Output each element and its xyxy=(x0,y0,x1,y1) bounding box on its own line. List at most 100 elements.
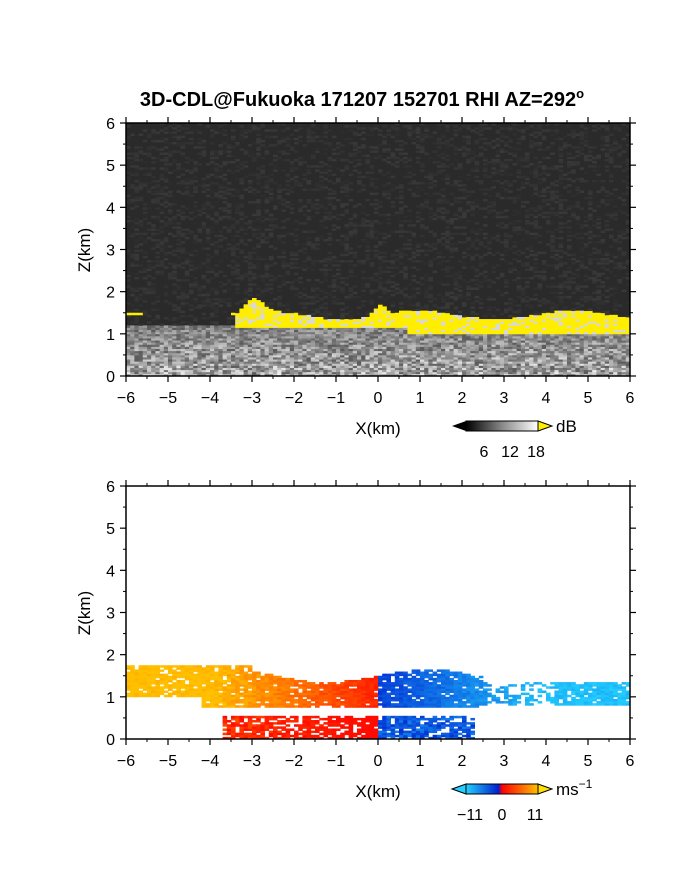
top-cell xyxy=(382,135,387,139)
top-cell xyxy=(319,304,324,307)
top-cell xyxy=(256,316,261,320)
top-cell xyxy=(470,255,475,259)
top-cell xyxy=(491,367,496,371)
top-cell xyxy=(180,365,186,368)
top-cell xyxy=(273,279,278,282)
top-cell xyxy=(134,173,139,177)
top-cell xyxy=(365,285,370,288)
top-cell xyxy=(205,203,211,206)
top-cell xyxy=(319,297,324,301)
top-cell xyxy=(243,165,249,168)
top-cell xyxy=(483,367,488,371)
top-cell xyxy=(449,163,454,166)
top-cell xyxy=(382,270,387,274)
top-cell xyxy=(403,236,408,240)
top-cell xyxy=(411,314,417,318)
top-cell xyxy=(138,133,144,137)
top-cell xyxy=(336,260,341,263)
top-cell xyxy=(378,169,383,172)
top-cell xyxy=(226,371,232,375)
top-cell xyxy=(201,304,207,307)
top-cell xyxy=(310,331,316,335)
top-cell xyxy=(436,325,442,328)
top-cell xyxy=(226,211,232,215)
top-cell xyxy=(453,363,459,366)
top-cell xyxy=(222,160,228,164)
top-cell xyxy=(378,354,383,358)
top-cell xyxy=(310,361,316,364)
top-cell xyxy=(420,226,425,229)
top-cell xyxy=(151,325,156,328)
top-cell xyxy=(134,344,139,347)
top-cell xyxy=(453,369,459,373)
top-cell xyxy=(445,342,450,345)
top-cell xyxy=(394,357,400,360)
top-cell xyxy=(281,169,286,172)
top-cell xyxy=(159,264,165,267)
top-cell xyxy=(390,281,396,284)
top-cell xyxy=(407,219,412,223)
top-cell xyxy=(403,175,408,179)
top-cell xyxy=(424,321,429,324)
top-cell xyxy=(176,359,181,362)
top-cell xyxy=(336,226,341,229)
top-cell xyxy=(445,158,450,162)
top-cell xyxy=(378,213,383,217)
top-cell xyxy=(197,184,202,187)
top-cell xyxy=(340,354,345,358)
top-cell xyxy=(378,325,383,328)
top-cell xyxy=(247,319,253,322)
top-cell xyxy=(172,369,177,373)
top-cell xyxy=(163,338,169,341)
top-cell xyxy=(373,369,379,373)
top-cell xyxy=(176,297,181,301)
top-cell xyxy=(466,359,471,362)
top-cell xyxy=(214,131,219,134)
top-cell xyxy=(357,338,362,341)
top-cell xyxy=(453,338,459,341)
top-cell xyxy=(483,253,488,257)
top-cell xyxy=(134,373,139,376)
top-cell xyxy=(239,342,244,345)
top-cell xyxy=(365,253,370,257)
top-cell xyxy=(403,344,408,347)
top-cell xyxy=(319,234,324,238)
top-cell xyxy=(298,367,303,371)
top-cell xyxy=(428,327,433,331)
top-cell xyxy=(336,365,341,368)
top-cell xyxy=(382,150,387,153)
top-cell xyxy=(432,323,438,326)
top-cell xyxy=(365,163,370,166)
top-cell xyxy=(445,222,450,225)
top-cell xyxy=(126,274,131,278)
top-cell xyxy=(176,222,181,225)
top-cell xyxy=(315,211,320,215)
top-cell xyxy=(445,314,450,318)
top-cell xyxy=(491,373,496,376)
top-cell xyxy=(302,222,307,225)
top-cell xyxy=(310,319,316,322)
top-cell xyxy=(449,346,454,349)
top-cell xyxy=(176,363,181,366)
top-cell xyxy=(239,133,244,137)
top-cell xyxy=(184,314,190,318)
top-cell xyxy=(264,329,270,333)
top-cell xyxy=(235,352,240,356)
top-cell xyxy=(151,302,156,305)
top-cell xyxy=(361,300,366,303)
top-cell xyxy=(373,245,379,248)
top-cell xyxy=(235,365,240,368)
top-cell xyxy=(306,236,312,240)
top-cell xyxy=(214,340,219,343)
top-cell xyxy=(457,148,463,151)
top-cell xyxy=(415,323,421,326)
top-cell xyxy=(210,340,215,343)
top-cell xyxy=(478,327,484,331)
top-cell xyxy=(268,371,274,375)
top-cell xyxy=(487,211,492,215)
top-cell xyxy=(483,359,488,362)
top-cell xyxy=(432,160,438,164)
top-cell xyxy=(344,226,349,229)
top-cell xyxy=(176,137,181,141)
top-cell xyxy=(348,125,354,128)
